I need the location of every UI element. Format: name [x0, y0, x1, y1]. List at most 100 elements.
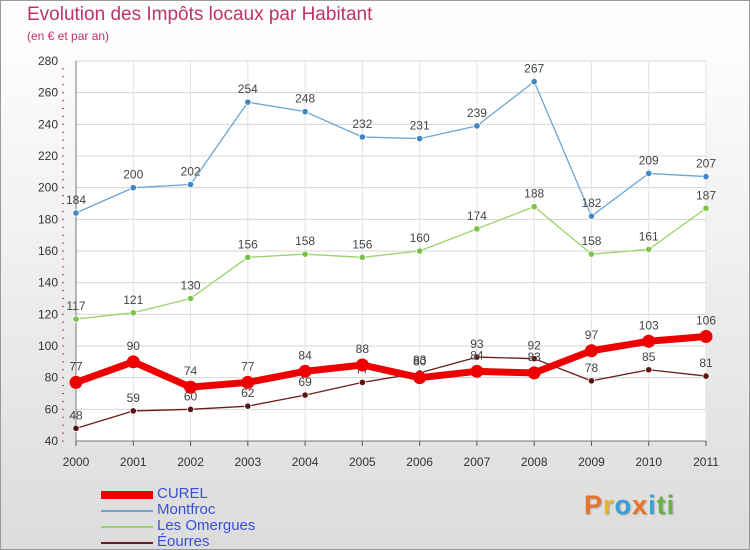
data-point	[301, 250, 309, 258]
logo-letter: t	[656, 490, 667, 520]
logo-letter: P	[584, 490, 604, 520]
y-tick-label: 220	[38, 149, 58, 163]
y-tick-label: 60	[45, 402, 59, 416]
data-point	[587, 377, 596, 385]
data-point	[645, 245, 653, 254]
data-label: 239	[467, 106, 487, 120]
data-label: 188	[524, 187, 544, 201]
data-point	[470, 364, 484, 378]
data-label: 156	[352, 237, 372, 251]
data-point	[186, 294, 195, 303]
legend-label: Éourres	[157, 533, 210, 550]
y-tick-label: 260	[38, 86, 58, 100]
data-point	[358, 133, 366, 141]
x-tick-label: 2002	[177, 455, 204, 469]
data-point	[129, 407, 137, 415]
data-point	[416, 134, 424, 143]
y-tick-label: 140	[38, 276, 58, 290]
data-point	[645, 366, 653, 374]
y-tick-label: 200	[38, 181, 58, 195]
x-tick-label: 2008	[521, 455, 548, 469]
data-point	[186, 405, 195, 413]
series-line	[75, 356, 707, 429]
data-label: 81	[699, 356, 713, 370]
data-label: 78	[585, 361, 599, 375]
data-label: 202	[181, 165, 201, 179]
y-tick-label: 100	[38, 339, 58, 353]
data-label: 77	[241, 359, 255, 373]
data-label: 117	[66, 299, 85, 313]
data-label: 187	[696, 188, 716, 202]
x-tick-label: 2010	[635, 455, 662, 469]
data-label: 232	[352, 117, 372, 131]
x-tick-label: 2004	[292, 455, 319, 469]
series-line	[75, 80, 707, 217]
data-label: 85	[642, 350, 656, 364]
data-label: 83	[528, 350, 542, 364]
data-point	[587, 212, 596, 220]
data-label: 80	[413, 355, 427, 369]
x-tick-label: 2009	[578, 455, 605, 469]
data-point	[587, 250, 596, 258]
logo-letter: i	[648, 490, 657, 520]
data-label: 62	[241, 386, 255, 400]
data-point	[301, 391, 309, 399]
data-point	[530, 77, 538, 86]
data-point	[473, 225, 481, 233]
data-point	[358, 253, 366, 261]
data-label: 59	[127, 391, 141, 405]
proxiti-logo: Proxiti	[584, 490, 675, 521]
x-tick-label: 2011	[693, 455, 719, 469]
logo-letter: r	[603, 490, 615, 520]
data-label: 83	[413, 353, 427, 367]
data-label: 231	[410, 119, 430, 133]
data-label: 84	[298, 348, 312, 362]
data-label: 103	[639, 318, 659, 332]
data-label: 74	[184, 364, 198, 378]
data-label: 182	[581, 196, 601, 210]
data-point	[413, 371, 427, 385]
x-tick-label: 2003	[234, 455, 261, 469]
data-point	[72, 424, 80, 432]
data-point	[184, 380, 198, 394]
logo-letter: i	[666, 490, 676, 520]
chart-title: Evolution des Impôts locaux par Habitant	[27, 4, 373, 25]
data-label: 209	[639, 153, 659, 167]
data-point	[702, 204, 710, 212]
data-point	[301, 108, 309, 116]
legend-label: Les Omergues	[157, 517, 256, 534]
data-label: 88	[356, 342, 370, 356]
data-label: 97	[585, 328, 599, 342]
data-label: 207	[696, 157, 716, 171]
data-point	[355, 358, 369, 372]
data-point	[69, 375, 83, 389]
logo-letter: x	[632, 490, 649, 520]
data-point	[473, 122, 481, 130]
x-tick-label: 2007	[464, 455, 491, 469]
legend-swatch	[101, 510, 153, 512]
legend-label: CUREL	[157, 485, 208, 502]
data-point	[530, 355, 538, 363]
data-point	[129, 309, 137, 317]
data-label: 92	[528, 339, 542, 353]
data-point	[72, 315, 80, 323]
data-label: 48	[69, 408, 83, 422]
legend-swatch	[101, 526, 153, 528]
data-point	[244, 98, 252, 106]
data-point	[129, 184, 137, 192]
logo-letter: o	[614, 490, 633, 520]
data-point	[642, 334, 656, 348]
data-point	[645, 169, 653, 178]
data-label: 254	[238, 82, 258, 96]
x-tick-label: 2005	[349, 455, 376, 469]
legend-swatch	[101, 491, 153, 499]
series-line	[75, 206, 707, 320]
data-point	[699, 330, 713, 343]
data-label: 161	[639, 229, 659, 243]
data-label: 158	[581, 234, 601, 248]
data-label: 106	[696, 314, 716, 328]
data-label: 267	[524, 62, 544, 76]
data-label: 158	[295, 234, 315, 248]
data-label: 248	[295, 92, 315, 106]
data-point	[72, 209, 80, 217]
